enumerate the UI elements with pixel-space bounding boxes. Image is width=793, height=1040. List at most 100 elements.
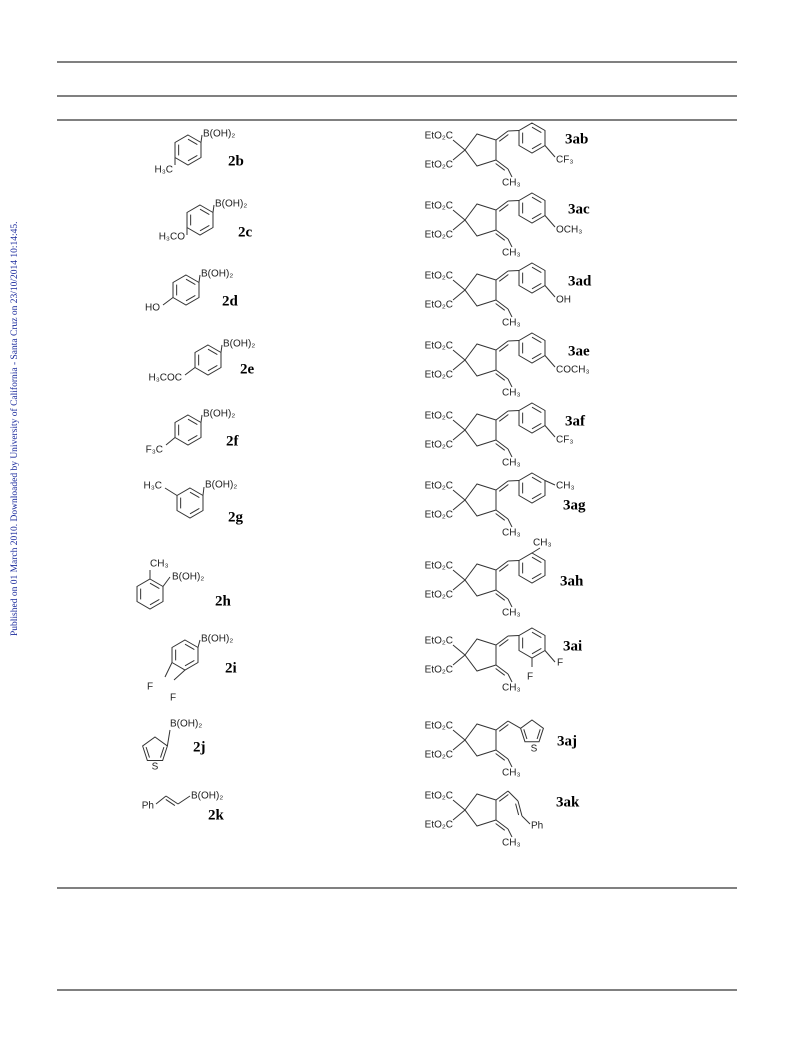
structure-label: OCH₃ [556, 225, 582, 236]
bond [507, 378, 513, 388]
structure-label: B(OH)₂ [201, 269, 233, 280]
bond [452, 809, 466, 821]
compound-id: 2c [238, 224, 253, 240]
compound-id: 3ac [568, 201, 590, 217]
bond [507, 720, 521, 729]
structure-label: CF₃ [556, 435, 573, 446]
bond [531, 266, 542, 274]
bond [507, 308, 513, 318]
structure-label: H₃COC [148, 373, 182, 384]
compound-id: 3ai [563, 638, 582, 654]
bond [531, 647, 542, 655]
bond [177, 795, 191, 805]
bond [452, 209, 466, 221]
bond [544, 215, 556, 228]
compound-id: 2h [215, 593, 232, 609]
bond [452, 219, 466, 231]
bond [495, 270, 509, 281]
compound-id: 2b [228, 153, 244, 169]
structure-label: EtO₂C [425, 721, 453, 732]
bond [544, 355, 556, 368]
structure-label: EtO₂C [425, 481, 453, 492]
ring [464, 563, 497, 597]
structure-label: H₃C [143, 481, 162, 492]
bond [507, 635, 520, 637]
structure-label: EtO₂C [425, 590, 453, 601]
bond [452, 729, 466, 741]
compound-id: 3ab [565, 131, 588, 147]
bond [498, 204, 509, 212]
bond [495, 513, 506, 521]
structure-label: EtO₂C [425, 820, 453, 831]
structure-label: Ph [142, 801, 154, 812]
bond [452, 149, 466, 161]
bond [189, 491, 200, 499]
bond [452, 419, 466, 431]
structure-label: S [531, 744, 538, 755]
bond [507, 238, 513, 248]
ring [464, 413, 497, 447]
bond [452, 279, 466, 291]
bond [531, 282, 542, 290]
bond [452, 569, 466, 581]
bond [495, 159, 509, 170]
bond [155, 795, 167, 805]
bond [507, 790, 519, 802]
bond [521, 815, 531, 825]
bond [495, 229, 509, 240]
ring [464, 483, 497, 517]
structure-label: CH₃ [502, 458, 521, 469]
bond [198, 274, 201, 283]
compound-id: 3ah [560, 573, 584, 589]
bond [495, 593, 506, 601]
bond [184, 659, 195, 667]
structure-label: F₃C [146, 445, 163, 456]
bond [531, 212, 542, 220]
bond [531, 126, 542, 134]
bond [187, 434, 198, 442]
bond [173, 669, 186, 681]
bond [498, 564, 509, 572]
ring [464, 638, 497, 672]
bond [495, 410, 509, 421]
bond [200, 134, 203, 143]
structure-label: B(OH)₂ [203, 129, 235, 140]
bond [517, 800, 523, 817]
bond [164, 662, 173, 678]
structure-label: F [527, 672, 533, 683]
ring [464, 793, 497, 827]
bond [507, 598, 513, 608]
bond [212, 204, 215, 213]
bond [189, 507, 200, 515]
bond [531, 492, 542, 500]
structure-label: EtO₂C [425, 510, 453, 521]
compound-id: 3ag [563, 497, 586, 513]
structure-label: B(OH)₂ [205, 480, 237, 491]
bond [544, 145, 556, 158]
structure-label: B(OH)₂ [191, 791, 223, 802]
bond [165, 799, 176, 806]
structure-label: EtO₂C [425, 411, 453, 422]
bond [452, 289, 466, 301]
compound-id: 2e [240, 361, 255, 377]
bond [149, 582, 160, 590]
bond [185, 278, 196, 286]
structure-label: B(OH)₂ [170, 719, 202, 730]
bond [495, 163, 506, 171]
bond [452, 489, 466, 501]
structure-label: OH [556, 295, 571, 306]
bond [452, 499, 466, 511]
bond [536, 729, 541, 740]
structure-label: CH₃ [502, 608, 521, 619]
structure-label: B(OH)₂ [223, 339, 255, 350]
bond [149, 598, 160, 606]
compound-id: 2g [228, 509, 244, 525]
structure-label: CH₃ [533, 538, 552, 549]
bond [199, 208, 210, 216]
compound-id: 3aj [557, 733, 577, 749]
bond [166, 729, 171, 747]
bond [495, 720, 509, 731]
bond [523, 729, 528, 740]
structure-label: H₃C [154, 165, 173, 176]
